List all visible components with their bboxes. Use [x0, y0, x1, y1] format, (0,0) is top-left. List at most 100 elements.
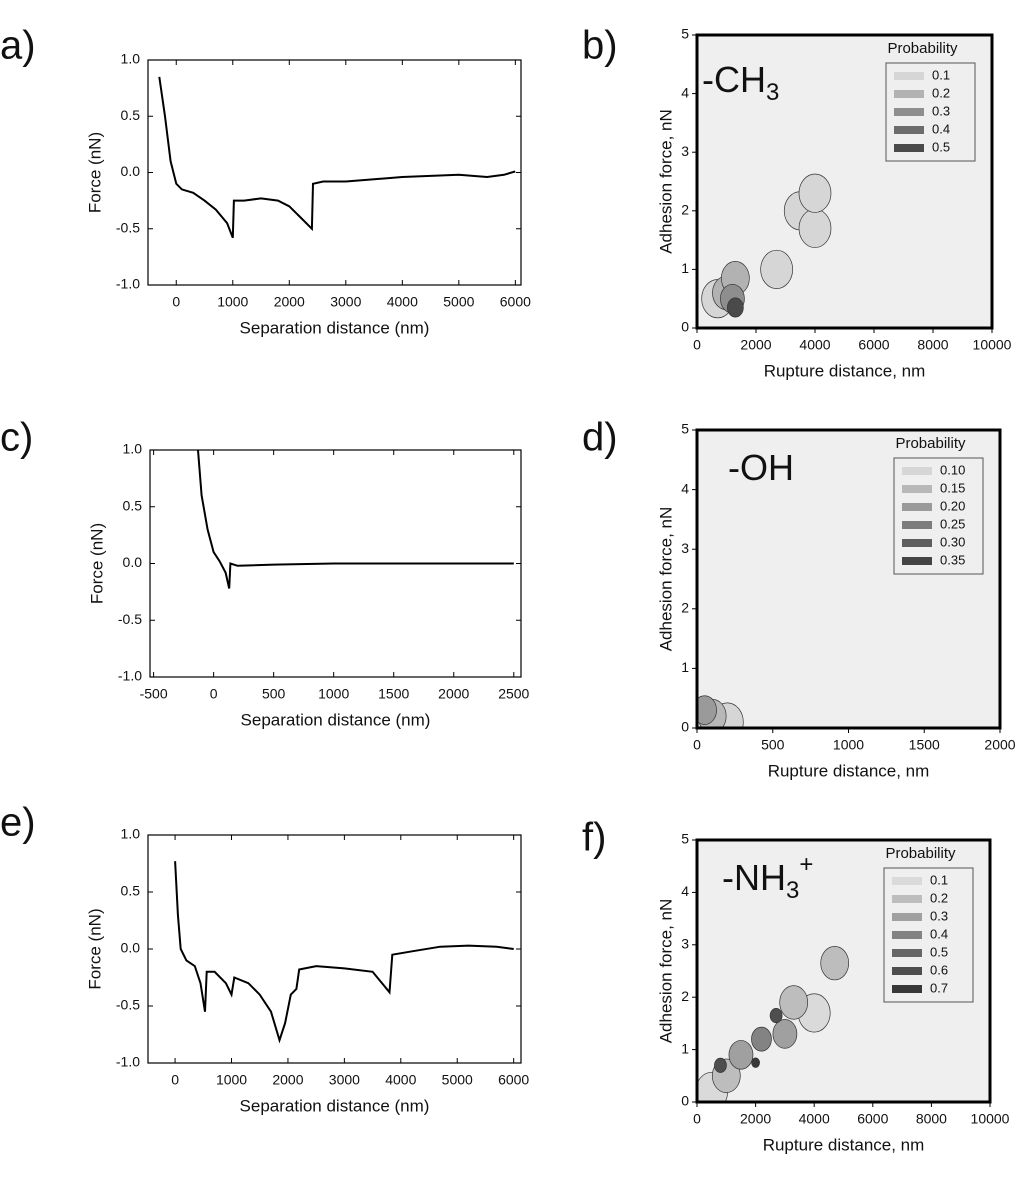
- y-tick-label: 3: [681, 936, 689, 952]
- x-axis-title: Rupture distance, nm: [764, 361, 926, 380]
- x-tick-label: 10000: [973, 337, 1012, 353]
- legend-swatch: [892, 877, 922, 885]
- y-tick-label: 0.5: [123, 497, 143, 513]
- y-tick-label: -1.0: [116, 1054, 140, 1070]
- legend-label: 0.5: [930, 944, 948, 959]
- y-axis-title: Adhesion force, nN: [656, 109, 675, 254]
- legend-swatch: [902, 521, 932, 529]
- contour-group: [701, 173, 832, 319]
- x-tick-label: 3000: [330, 294, 361, 310]
- x-tick-label: 6000: [498, 1072, 529, 1088]
- contour-region: [779, 985, 809, 1020]
- x-tick-label: 8000: [917, 337, 948, 353]
- legend-label: 0.6: [930, 962, 948, 977]
- x-axis-title: Rupture distance, nm: [768, 761, 930, 780]
- x-tick-label: 4000: [387, 294, 418, 310]
- legend-swatch: [902, 539, 932, 547]
- contour-region: [728, 1040, 754, 1070]
- y-tick-label: 4: [681, 883, 689, 899]
- contour-region: [798, 173, 832, 213]
- x-tick-label: 1000: [833, 737, 864, 753]
- legend-label: 0.1: [932, 67, 950, 82]
- x-tick-label: 2000: [274, 294, 305, 310]
- y-tick-label: 1.0: [121, 51, 141, 67]
- legend-swatch: [902, 557, 932, 565]
- legend-swatch: [894, 108, 924, 116]
- y-tick-label: -0.5: [118, 611, 142, 627]
- legend-label: 0.2: [932, 85, 950, 100]
- legend-swatch: [894, 72, 924, 80]
- x-tick-label: 10000: [971, 1111, 1010, 1127]
- x-tick-label: 1000: [217, 294, 248, 310]
- legend-title: Probability: [885, 845, 956, 862]
- x-tick-label: 2000: [438, 686, 469, 702]
- contour-region: [751, 1026, 772, 1052]
- y-tick-label: 0: [681, 719, 689, 735]
- x-axis-title: Separation distance (nm): [240, 318, 430, 337]
- legend-label: 0.3: [932, 103, 950, 118]
- legend-label: 0.5: [932, 139, 950, 154]
- x-tick-label: 1500: [378, 686, 409, 702]
- panel-label: f): [582, 816, 606, 860]
- annotation-sub: 3: [766, 79, 779, 106]
- legend-label: 0.35: [940, 552, 965, 567]
- y-tick-label: -0.5: [116, 997, 140, 1013]
- legend-swatch: [892, 931, 922, 939]
- legend-box: [883, 867, 974, 1003]
- legend-label: 0.25: [940, 516, 965, 531]
- contour-region: [751, 1057, 760, 1068]
- contour-region: [714, 1057, 727, 1073]
- legend-swatch: [892, 895, 922, 903]
- plot-frame: [149, 449, 522, 678]
- y-tick-label: 0.0: [121, 163, 141, 179]
- x-tick-label: 2000: [984, 737, 1015, 753]
- x-tick-label: 4000: [385, 1072, 416, 1088]
- x-tick-label: 2000: [740, 1111, 771, 1127]
- y-tick-label: 0.0: [123, 554, 143, 570]
- legend-title: Probability: [895, 435, 966, 452]
- panel-label: c): [0, 416, 33, 460]
- x-tick-label: 6000: [500, 294, 531, 310]
- y-tick-label: 0.5: [121, 107, 141, 123]
- y-tick-label: 1.0: [121, 826, 141, 842]
- legend-label: 0.30: [940, 534, 965, 549]
- y-tick-label: 2: [681, 600, 689, 616]
- legend-label: 0.10: [940, 462, 965, 477]
- legend-swatch: [894, 90, 924, 98]
- legend-swatch: [892, 967, 922, 975]
- annotation-sub: 3: [786, 877, 799, 904]
- contour-region: [760, 249, 794, 289]
- plot-frame: [695, 428, 1002, 730]
- y-tick-label: 0.5: [121, 883, 141, 899]
- y-tick-label: 3: [681, 143, 689, 159]
- x-axis-title: Separation distance (nm): [240, 1096, 430, 1115]
- legend-swatch: [892, 985, 922, 993]
- y-tick-label: 1: [681, 659, 689, 675]
- annotation-sup: +: [799, 851, 813, 878]
- legend-swatch: [892, 949, 922, 957]
- annotation-main: -OH: [728, 447, 794, 488]
- y-tick-label: 5: [681, 831, 689, 847]
- x-axis-title: Rupture distance, nm: [763, 1135, 925, 1154]
- y-tick-label: -0.5: [116, 219, 140, 235]
- legend-label: 0.2: [930, 890, 948, 905]
- y-tick-label: -1.0: [116, 276, 140, 292]
- x-tick-label: 500: [761, 737, 785, 753]
- x-tick-label: 0: [171, 1072, 179, 1088]
- x-tick-label: 6000: [858, 337, 889, 353]
- annotation-main: -NH: [722, 857, 786, 898]
- legend-swatch: [894, 144, 924, 152]
- plot-frame: [147, 834, 522, 1064]
- x-tick-label: 4000: [799, 337, 830, 353]
- contour-region: [820, 945, 850, 981]
- legend-label: 0.15: [940, 480, 965, 495]
- y-tick-label: 1: [681, 260, 689, 276]
- x-tick-label: 0: [693, 337, 701, 353]
- panel-label: a): [0, 24, 36, 68]
- force-curve: [197, 449, 514, 589]
- annotation-main: -CH: [702, 59, 766, 100]
- y-axis-title: Force (nN): [85, 908, 104, 989]
- panel-label: b): [582, 24, 618, 68]
